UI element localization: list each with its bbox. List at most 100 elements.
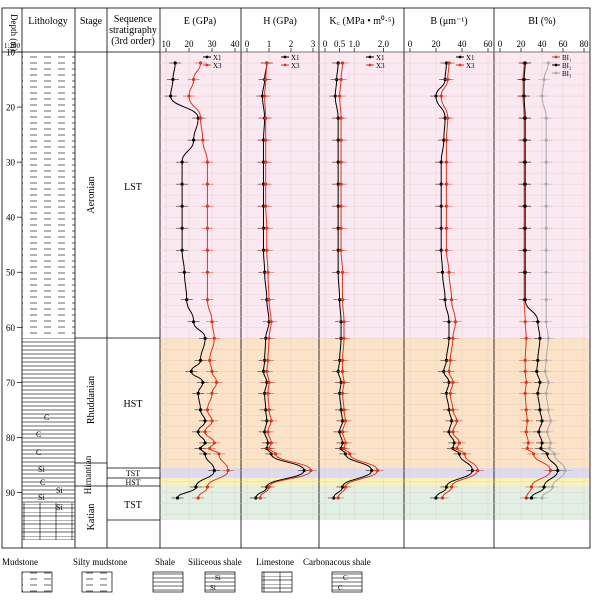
carbon-symbol: C [40,478,45,487]
data-point [524,408,528,412]
x-tick-label: 3 [311,39,316,49]
data-point [546,408,550,412]
data-point [523,226,527,230]
data-point [217,452,221,456]
data-point [457,441,461,445]
x-tick-label: 0 [245,39,250,49]
data-point [544,391,548,395]
data-point [203,419,207,423]
legend-label: Carbonacous shale [303,557,371,567]
data-point [198,358,203,362]
lithology-legend: Mudstone Silty mudstone Shale Si Si Sili… [2,557,371,593]
b-header: B (μm⁻¹) [430,16,467,27]
data-point [267,408,271,412]
sequence-hst: HST [124,399,143,410]
legend-entry: BI₂ [562,62,572,70]
sequence-header-3: (3rd order) [111,36,155,47]
data-point [265,369,269,373]
legend-label: Shale [155,557,175,567]
legend-marker [368,55,372,59]
legend-marker [283,55,287,59]
header-row: Depth (m) 1:200 Lithology Stage Sequence… [4,14,556,51]
legend-entry: BI₃ [562,70,572,78]
data-point [208,446,212,451]
depth-tick-label: 10 [6,48,16,58]
data-point [444,182,448,186]
data-point [196,496,200,500]
table-frame [1,7,591,549]
data-point [455,419,459,423]
data-point [208,358,212,362]
sequence-header-2: stratigraphy [109,25,157,36]
data-point [264,160,268,164]
data-point [201,138,205,142]
data-point [342,446,346,451]
lithology-column: C C C Si C Si Si Si [22,52,75,540]
data-point [192,77,196,82]
legend-marker [205,55,209,59]
data-point [523,160,527,164]
carbon-symbol: C [36,448,41,457]
lithology-header: Lithology [28,16,67,27]
data-point [529,496,534,500]
data-point [343,441,348,445]
data-point [198,116,203,120]
data-point [523,138,527,142]
data-point [525,446,529,451]
data-point [264,204,268,208]
data-point [198,408,203,412]
data-point [215,380,219,384]
data-point [546,61,550,65]
data-point [339,182,343,186]
band-hst [160,338,590,468]
data-point [546,380,550,384]
x-tick-label: 40 [231,39,241,49]
data-point [264,77,268,82]
data-point [343,485,348,489]
data-point [342,320,346,324]
data-point [476,468,480,473]
data-point [556,468,560,473]
data-point [544,182,548,186]
data-point [339,138,343,142]
data-point [546,336,550,340]
data-point [529,485,534,489]
data-point [522,94,526,98]
data-point [524,380,528,384]
data-point [267,446,271,451]
data-point [451,380,455,384]
data-point [544,248,548,252]
x-tick-label: 1.0 [349,39,361,49]
data-point [185,298,189,302]
sequence-labels: LST HST TST HST TST [124,182,143,511]
data-point [550,485,555,489]
data-point [440,270,445,274]
sequence-tst-lower: TST [124,500,142,511]
data-point [526,441,530,445]
data-point [443,298,447,302]
data-point [302,468,306,473]
silica-symbol: Si [56,503,63,512]
data-point [544,116,548,120]
data-point [448,391,452,395]
kc-header: K꜀ (MPa • m⁰·⁵) [329,15,394,27]
x-tick-label: 0.5 [334,39,346,49]
silica-symbol: Si [210,584,216,592]
data-point [525,419,529,423]
data-point [340,369,345,373]
data-point [535,369,539,373]
legend-entry: BI₁ [562,54,571,62]
stage-hirnantian: Hirnantian [83,455,93,494]
data-point [544,358,548,362]
data-point [309,468,313,473]
legend-entry: X3 [291,62,300,70]
data-point [523,248,527,252]
data-point [180,160,184,164]
data-point [453,320,458,324]
data-point [444,204,448,208]
depth-tick-label: 40 [6,213,16,223]
data-point [537,430,541,434]
carbon-symbol: C [343,574,348,582]
